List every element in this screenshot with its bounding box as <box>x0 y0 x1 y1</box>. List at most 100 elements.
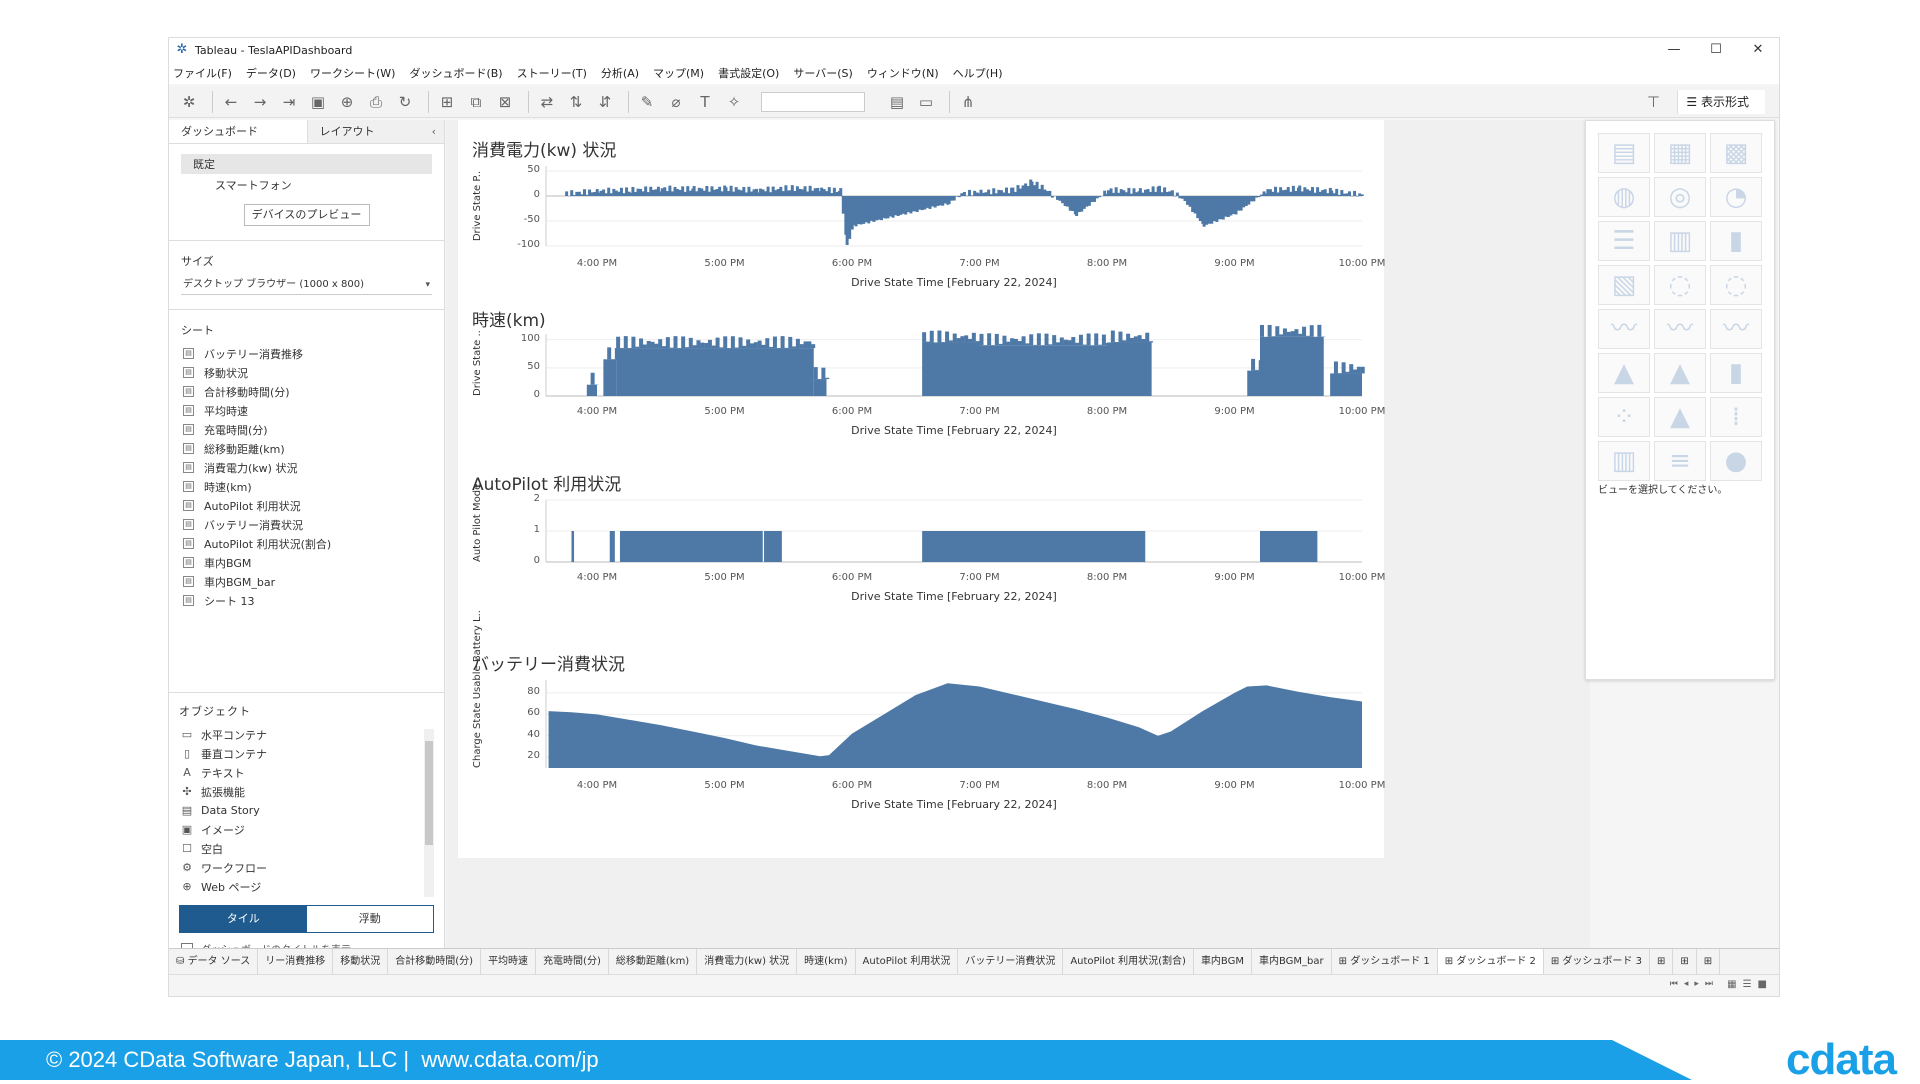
sheet-item[interactable]: ▤消費電力(kw) 状況 <box>169 458 444 477</box>
device-preview-button[interactable]: デバイスのプレビュー <box>244 204 370 226</box>
sheet-item[interactable]: ▤バッテリー消費状況 <box>169 515 444 534</box>
side-by-side-bar-icon[interactable]: ▮ <box>1710 221 1762 261</box>
sheet-tab[interactable]: ⊞ ダッシュボード 2 <box>1438 949 1544 975</box>
float-button[interactable]: 浮動 <box>307 906 434 932</box>
sheet-item[interactable]: ▤シート 13 <box>169 591 444 610</box>
clear-icon[interactable]: ⊠ <box>493 91 517 113</box>
sheet-tab[interactable]: 移動状況 <box>333 949 388 975</box>
line-discrete-icon[interactable]: 〰 <box>1654 309 1706 349</box>
show-me-button[interactable]: ☰ 表示形式 <box>1677 90 1765 114</box>
line-continuous-icon[interactable]: 〰 <box>1598 309 1650 349</box>
horizontal-bar-icon[interactable]: ☰ <box>1598 221 1650 261</box>
packed-bubbles-icon[interactable]: ● <box>1710 441 1762 481</box>
sheet-item[interactable]: ▤合計移動時間(分) <box>169 382 444 401</box>
sheet-tab[interactable]: 消費電力(kw) 状況 <box>697 949 797 975</box>
sheet-item[interactable]: ▤AutoPilot 利用状況 <box>169 496 444 515</box>
object-item[interactable]: ▯垂直コンテナ <box>169 744 444 763</box>
dual-line-icon[interactable]: 〰 <box>1710 309 1762 349</box>
view-mode-buttons[interactable]: ▦☰■ <box>1727 979 1773 990</box>
sort-desc-icon[interactable]: ⇵ <box>593 91 617 113</box>
sheet-item[interactable]: ▤時速(km) <box>169 477 444 496</box>
sheet-item[interactable]: ▤総移動距離(km) <box>169 439 444 458</box>
sheet-item[interactable]: ▤車内BGM <box>169 553 444 572</box>
minimize-button[interactable]: — <box>1653 38 1695 62</box>
undo-icon[interactable]: ← <box>219 91 243 113</box>
size-select[interactable]: デスクトップ ブラウザー (1000 x 800)▾ <box>181 275 432 295</box>
sheet-tab[interactable]: 総移動距離(km) <box>609 949 697 975</box>
device-default[interactable]: 既定 <box>181 154 432 174</box>
sheet-tab[interactable]: AutoPilot 利用状況 <box>856 949 959 975</box>
sheet-item[interactable]: ▤平均時速 <box>169 401 444 420</box>
close-button[interactable]: ✕ <box>1737 38 1779 62</box>
share-icon[interactable]: ⋔ <box>956 91 980 113</box>
new-worksheet-tab-icon[interactable]: ⊞ <box>1650 949 1673 975</box>
format-painter-icon[interactable]: ⊤ <box>1641 91 1665 113</box>
sheet-tab[interactable]: 充電時間(分) <box>536 949 609 975</box>
sheet-item[interactable]: ▤バッテリー消費推移 <box>169 344 444 363</box>
group-icon[interactable]: ⌀ <box>664 91 688 113</box>
histogram-icon[interactable]: ▲ <box>1654 397 1706 437</box>
object-item[interactable]: ▭水平コンテナ <box>169 725 444 744</box>
tile-button[interactable]: タイル <box>180 906 307 932</box>
new-worksheet-icon[interactable]: ⊞ <box>435 91 459 113</box>
sheet-tab[interactable]: バッテリー消費状況 <box>958 949 1063 975</box>
highlight-icon[interactable]: ✎ <box>635 91 659 113</box>
scatter-plot-icon[interactable]: ⁘ <box>1598 397 1650 437</box>
sheet-tab[interactable]: ⊞ ダッシュボード 1 <box>1332 949 1438 975</box>
menu-help[interactable]: ヘルプ(H) <box>953 65 1003 81</box>
swap-icon[interactable]: ⇄ <box>535 91 559 113</box>
symbol-map-icon[interactable]: ◍ <box>1598 177 1650 217</box>
menu-story[interactable]: ストーリー(T) <box>517 65 587 81</box>
tab-dashboard[interactable]: ダッシュボード <box>169 120 307 143</box>
treemap-icon[interactable]: ▧ <box>1598 265 1650 305</box>
circle-view-icon[interactable]: ◌ <box>1654 265 1706 305</box>
duplicate-icon[interactable]: ⧉ <box>464 91 488 113</box>
maximize-button[interactable]: ☐ <box>1695 38 1737 62</box>
refresh-icon[interactable]: ↻ <box>393 91 417 113</box>
menu-analysis[interactable]: 分析(A) <box>601 65 639 81</box>
labels-icon[interactable]: T <box>693 91 717 113</box>
sheet-item[interactable]: ▤車内BGM_bar <box>169 572 444 591</box>
collapse-icon[interactable]: ‹ <box>432 120 436 144</box>
menu-worksheet[interactable]: ワークシート(W) <box>310 65 395 81</box>
sheet-tab[interactable]: 平均時速 <box>481 949 536 975</box>
area-continuous-icon[interactable]: ▲ <box>1598 353 1650 393</box>
tableau-home-icon[interactable]: ✲ <box>177 91 201 113</box>
filled-map-icon[interactable]: ◎ <box>1654 177 1706 217</box>
sheet-tab[interactable]: AutoPilot 利用状況(割合) <box>1063 949 1194 975</box>
show-cards-icon[interactable]: ▤ <box>885 91 909 113</box>
side-by-side-circle-icon[interactable]: ◌ <box>1710 265 1762 305</box>
object-item[interactable]: ▣イメージ <box>169 820 444 839</box>
objects-scrollbar[interactable] <box>424 729 434 897</box>
box-plot-icon[interactable]: ⁞ <box>1710 397 1762 437</box>
redo-icon[interactable]: → <box>248 91 272 113</box>
sheet-item[interactable]: ▤充電時間(分) <box>169 420 444 439</box>
dual-combination-icon[interactable]: ▮ <box>1710 353 1762 393</box>
bullet-graph-icon[interactable]: ≡ <box>1654 441 1706 481</box>
area-discrete-icon[interactable]: ▲ <box>1654 353 1706 393</box>
object-item[interactable]: ⊕Web ページ <box>169 877 444 896</box>
sheet-tab[interactable]: 合計移動時間(分) <box>388 949 481 975</box>
data-source-tab[interactable]: ⛁ データ ソース <box>169 949 258 975</box>
menu-window[interactable]: ウィンドウ(N) <box>867 65 939 81</box>
presentation-icon[interactable]: ▭ <box>914 91 938 113</box>
gantt-icon[interactable]: ▥ <box>1598 441 1650 481</box>
fit-select[interactable] <box>761 92 865 112</box>
new-story-tab-icon[interactable]: ⊞ <box>1697 949 1720 975</box>
menu-file[interactable]: ファイル(F) <box>173 65 232 81</box>
heat-map-icon[interactable]: ▦ <box>1654 133 1706 173</box>
save-icon[interactable]: ▣ <box>306 91 330 113</box>
menu-data[interactable]: データ(D) <box>246 65 296 81</box>
menu-dashboard[interactable]: ダッシュボード(B) <box>409 65 502 81</box>
sheet-tab[interactable]: 車内BGM_bar <box>1252 949 1332 975</box>
sheet-tab[interactable]: リー消費推移 <box>258 949 333 975</box>
pie-chart-icon[interactable]: ◔ <box>1710 177 1762 217</box>
sheet-item[interactable]: ▤移動状況 <box>169 363 444 382</box>
stacked-bar-icon[interactable]: ▥ <box>1654 221 1706 261</box>
sheet-navigation[interactable]: ⏮◂▸⏭ <box>1670 979 1719 989</box>
